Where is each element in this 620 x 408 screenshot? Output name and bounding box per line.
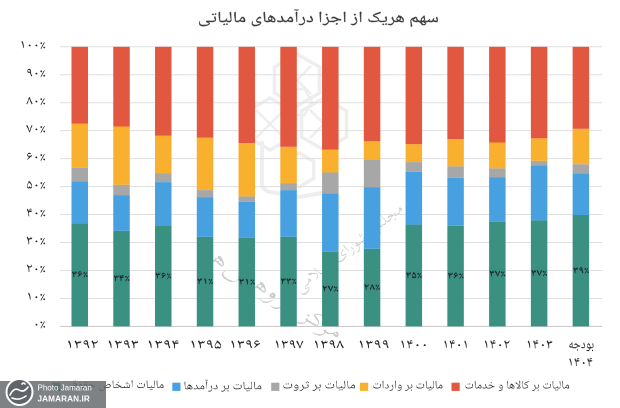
svg-text:JAMARAN.IR: JAMARAN.IR [38,395,90,404]
svg-text:Photo.Jamaran: Photo.Jamaran [38,384,92,393]
